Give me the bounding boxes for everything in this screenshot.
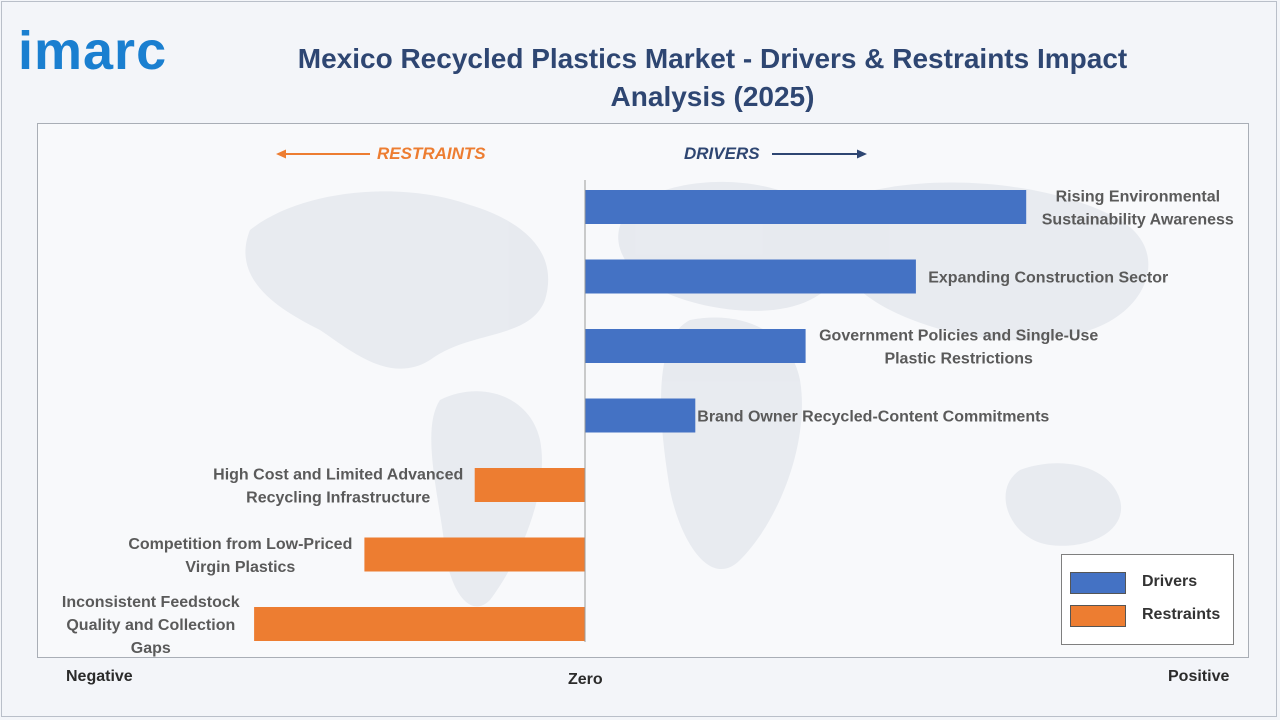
restraints-arrow bbox=[276, 149, 370, 159]
axis-negative-label: Negative bbox=[66, 668, 133, 685]
chart-title: Mexico Recycled Plastics Market - Driver… bbox=[297, 43, 1128, 112]
category-label-2: Expanding Construction Sector bbox=[928, 270, 1168, 287]
axis-positive-label: Positive bbox=[1168, 668, 1230, 685]
drivers-arrow bbox=[772, 149, 867, 159]
legend-label-restraints: Restraints bbox=[1142, 606, 1221, 623]
imarc-logo: imarc bbox=[18, 21, 168, 81]
driver-bar-3 bbox=[585, 329, 806, 363]
restraint-bar-5 bbox=[474, 468, 585, 502]
legend-swatch-drivers bbox=[1070, 572, 1126, 594]
category-label-4: Brand Owner Recycled-Content Commitments bbox=[697, 409, 1049, 426]
restraint-bar-6 bbox=[364, 537, 585, 572]
category-label-1: Rising Environmental Sustainability Aware… bbox=[1042, 189, 1234, 229]
legend: Drivers Restraints bbox=[1061, 554, 1234, 645]
restraints-heading: RESTRAINTS bbox=[377, 144, 486, 163]
driver-bar-4 bbox=[585, 398, 696, 433]
category-label-7: Inconsistent Feedstock Quality and Collec… bbox=[62, 594, 240, 657]
legend-swatch-restraints bbox=[1070, 605, 1126, 627]
category-label-5: High Cost and Limited Advanced Recycling … bbox=[213, 467, 463, 507]
drivers-heading: DRIVERS bbox=[684, 144, 760, 163]
restraint-bar-7 bbox=[254, 607, 585, 641]
legend-label-drivers: Drivers bbox=[1142, 573, 1198, 590]
driver-bar-1 bbox=[585, 190, 1027, 224]
axis-zero-label: Zero bbox=[568, 671, 603, 688]
driver-bar-2 bbox=[585, 259, 916, 294]
category-label-6: Competition from Low-Priced Virgin Plasti… bbox=[128, 536, 352, 576]
category-label-3: Government Policies and Single-Use Plasti… bbox=[819, 328, 1098, 368]
